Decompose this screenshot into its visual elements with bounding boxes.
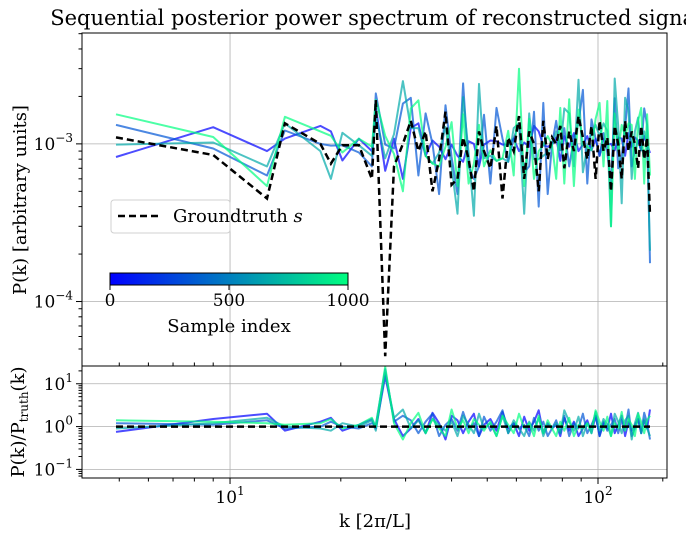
colorbar-tick-label: 1000 — [326, 291, 369, 311]
sample-spectrum-line — [115, 67, 651, 228]
groundtruth-line — [115, 99, 652, 357]
bottom-axes-frame — [81, 365, 668, 479]
bottom-plot-area — [115, 366, 651, 441]
ratio-label-tail: (k) — [8, 366, 29, 391]
colorbar-tick-label: 500 — [213, 291, 245, 311]
ratio-y-tick-label: 100 — [44, 414, 73, 438]
top-plot-area — [115, 67, 652, 357]
legend-box — [110, 199, 231, 234]
ratio-label-main: P(k)/P — [8, 422, 29, 477]
sample-spectrum-line — [115, 77, 651, 251]
y-tick-label: 10−4 — [34, 289, 74, 313]
x-axis-label: k [2π/L] — [339, 511, 411, 532]
colorbar: 0 500 1000 Sample index — [105, 272, 370, 337]
legend: Groundtruth s — [110, 199, 303, 234]
x-tick-label: 102 — [583, 484, 612, 508]
bottom-y-axis-label: P(k)/Ptruth(k) — [8, 366, 31, 477]
legend-label: Groundtruth s — [173, 206, 303, 227]
colorbar-tick-label: 0 — [105, 291, 116, 311]
y-tick-label: 10−3 — [34, 131, 73, 155]
chart-title: Sequential posterior power spectrum of r… — [50, 6, 686, 30]
ratio-y-tick-label: 101 — [44, 371, 73, 395]
colorbar-label: Sample index — [167, 316, 290, 337]
colorbar-bar — [109, 272, 349, 286]
x-tick-label: 101 — [215, 484, 244, 508]
top-y-axis-label: P(k) [arbitrary units] — [10, 105, 31, 295]
ratio-label-sub: truth — [17, 391, 31, 422]
sample-ratio-line — [115, 366, 651, 441]
ratio-y-tick-label: 10−1 — [34, 456, 73, 480]
